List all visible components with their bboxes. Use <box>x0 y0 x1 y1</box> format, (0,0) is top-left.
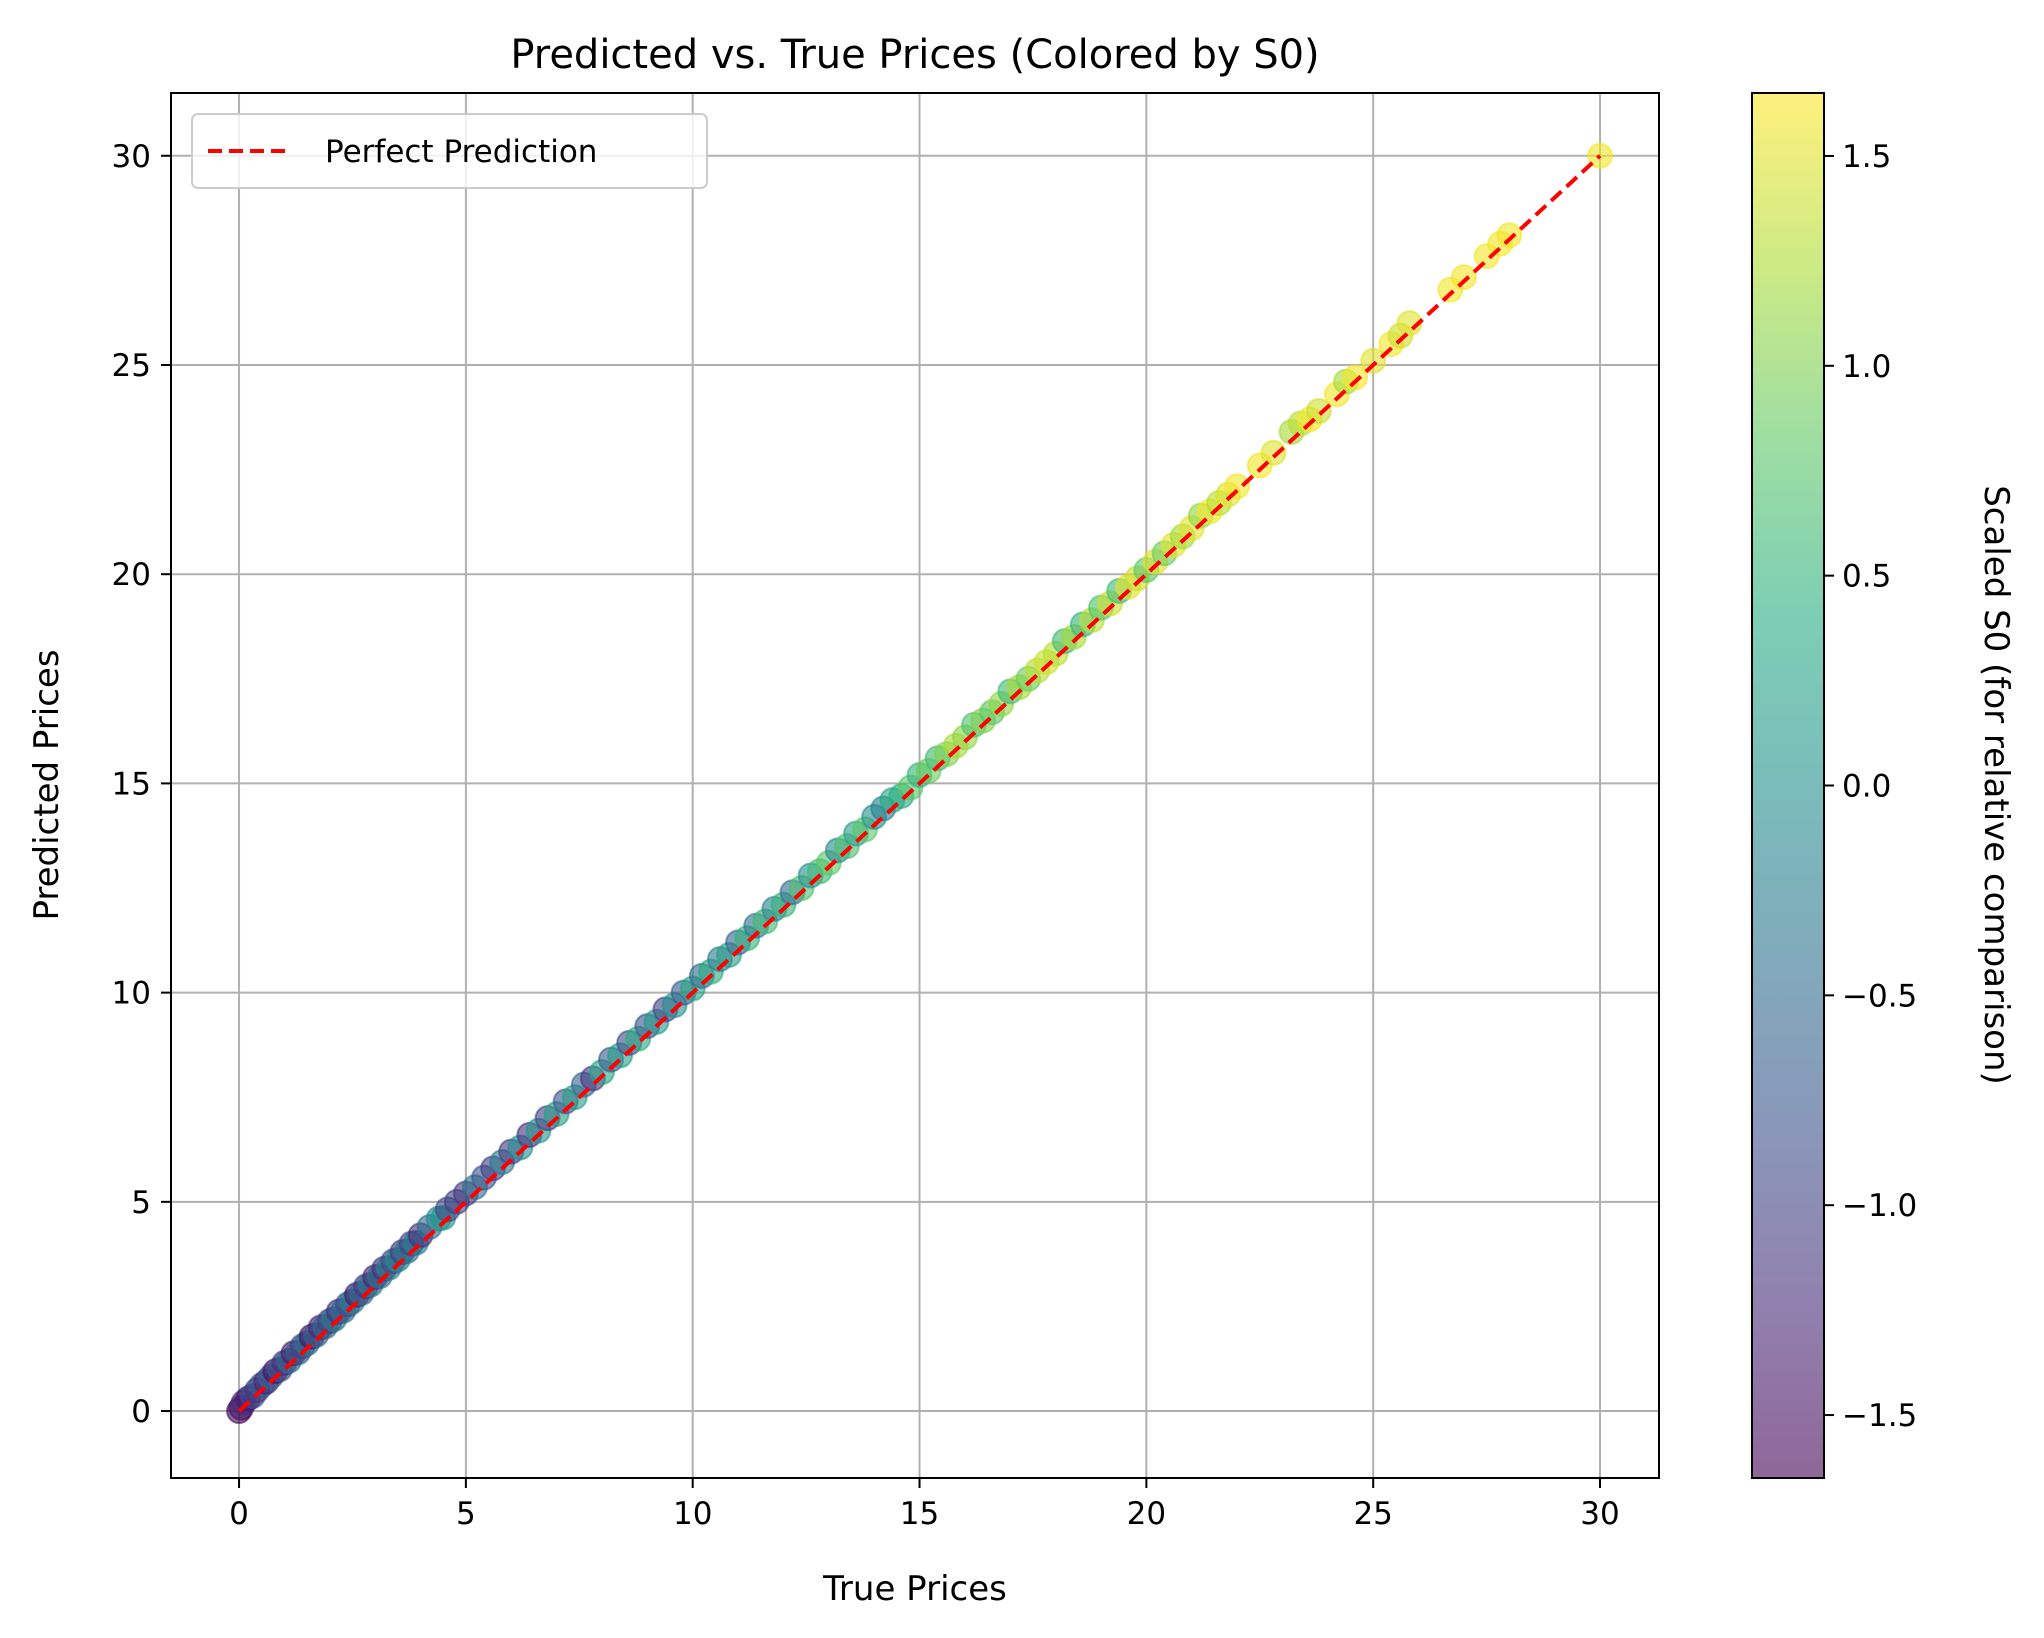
data-point-138 <box>1305 398 1332 425</box>
y-tick-label-20: 20 <box>112 557 151 593</box>
y-axis-label: Predicted Prices <box>27 649 67 920</box>
y-axis-ticks: 0 5 10 15 20 25 30 <box>112 139 171 1430</box>
x-tick-label-30: 30 <box>1580 1496 1619 1532</box>
x-axis-ticks: 0 5 10 15 20 25 30 <box>229 1478 1620 1532</box>
chart-title: Predicted vs. True Prices (Colored by S0… <box>510 32 1319 78</box>
colorbar-tick-label-6: 1.5 <box>1842 139 1891 175</box>
data-point-142 <box>1360 347 1387 374</box>
legend-label-perfect-prediction: Perfect Prediction <box>325 134 597 170</box>
data-point-132 <box>1224 473 1251 500</box>
y-tick-label-30: 30 <box>112 139 151 175</box>
y-tick-label-15: 15 <box>112 766 151 802</box>
grid <box>171 93 1659 1478</box>
colorbar-tick-label-4: 0.5 <box>1842 559 1891 595</box>
y-tick-label-25: 25 <box>112 348 151 384</box>
plot-frame <box>170 92 1660 1479</box>
colorbar-gradient <box>1752 93 1824 1478</box>
data-point-141 <box>1342 364 1369 391</box>
colorbar-tick-label-5: 1.0 <box>1842 349 1891 385</box>
perfect-prediction-line-group <box>237 154 1602 1413</box>
data-point-134 <box>1260 439 1287 466</box>
x-axis-label: True Prices <box>822 1569 1007 1609</box>
x-tick-label-0: 0 <box>229 1496 249 1532</box>
y-tick-label-10: 10 <box>112 976 151 1012</box>
x-tick-label-10: 10 <box>673 1496 712 1532</box>
y-tick-label-5: 5 <box>131 1185 151 1221</box>
legend-box <box>191 113 708 189</box>
colorbar-tick-label-0: −1.5 <box>1842 1398 1917 1434</box>
colorbar-tick-label-3: 0.0 <box>1842 769 1891 805</box>
colorbar-tick-label-2: −0.5 <box>1842 978 1917 1014</box>
colorbar: −1.5 −1.0 −0.5 0.0 0.5 1.0 1.5 Scaled S0 (for … <box>1751 92 2016 1479</box>
legend: Perfect Prediction <box>191 113 708 189</box>
colorbar-ticks: −1.5 −1.0 −0.5 0.0 0.5 1.0 1.5 <box>1824 139 1917 1434</box>
data-point-147 <box>1450 264 1477 291</box>
data-point-150 <box>1496 222 1523 249</box>
x-tick-label-15: 15 <box>900 1496 939 1532</box>
perfect-prediction-line <box>237 154 1602 1413</box>
colorbar-tick-label-1: −1.0 <box>1842 1188 1917 1224</box>
x-tick-label-25: 25 <box>1353 1496 1392 1532</box>
y-tick-label-0: 0 <box>131 1394 151 1430</box>
colorbar-label: Scaled S0 (for relative comparison) <box>1976 485 2016 1085</box>
x-tick-label-5: 5 <box>456 1496 476 1532</box>
x-tick-label-20: 20 <box>1127 1496 1166 1532</box>
